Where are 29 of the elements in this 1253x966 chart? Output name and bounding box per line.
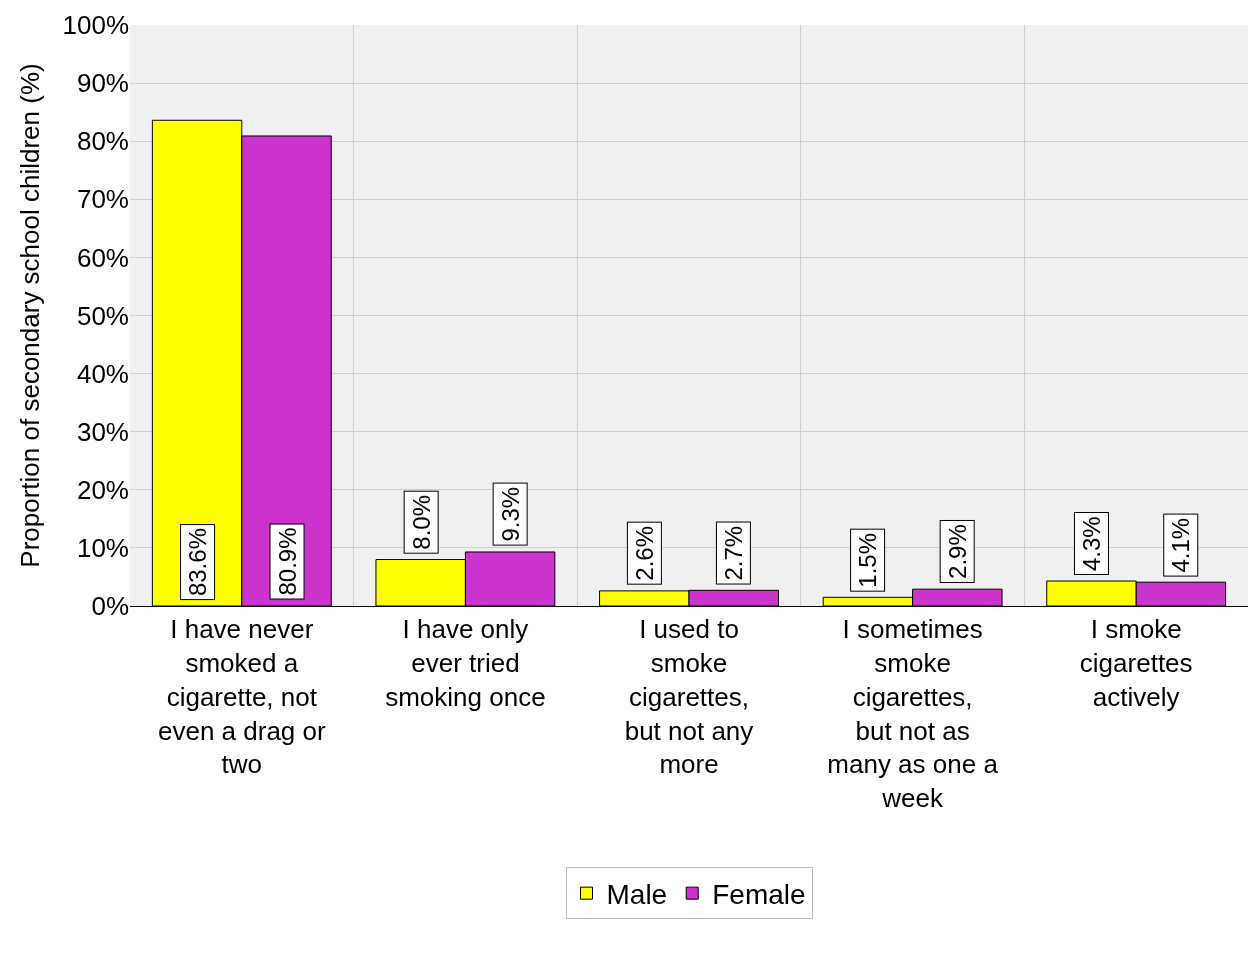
y-tick-label: 10%	[76, 533, 129, 563]
y-tick-label: 80%	[76, 126, 129, 157]
y-tick-label: 50%	[76, 300, 129, 331]
data-label: 2.6%	[630, 525, 658, 581]
y-tick-label: 60%	[76, 242, 129, 273]
legend-label: Male	[606, 879, 668, 911]
y-tick-label: 0%	[91, 591, 129, 622]
x-tick-label: I smoke cigarettes actively	[1079, 614, 1193, 712]
y-axis-title: Proportion of secondary school children (%)	[14, 63, 45, 568]
y-tick-label: 30%	[76, 416, 129, 447]
y-tick-label: 40%	[76, 358, 129, 389]
data-label: 1.5%	[854, 532, 882, 588]
y-tick-label: 20%	[76, 474, 129, 505]
data-label: 4.1%	[1167, 517, 1195, 573]
data-label: 2.9%	[943, 524, 971, 579]
data-label: 80.9%	[273, 527, 301, 596]
y-tick-label: 90%	[76, 68, 129, 99]
x-tick-label: I used to smoke cigarettes, but not any more	[624, 614, 754, 780]
data-label: 8.0%	[407, 495, 435, 550]
x-tick-label: I sometimes smoke cigarettes, but not as many as one a week	[827, 614, 999, 814]
x-tick-label: I have only ever tried smoking once	[385, 614, 546, 712]
y-tick-label: 70%	[76, 184, 129, 215]
data-label: 2.7%	[719, 525, 747, 581]
x-tick-label: I have never smoked a cigarette, not even a drag or two	[157, 614, 326, 780]
data-label: 4.3%	[1077, 516, 1105, 571]
data-label: 9.3%	[496, 486, 524, 542]
legend-label: Female	[712, 879, 806, 911]
data-label: 83.6%	[184, 528, 212, 597]
y-tick-label: 100%	[62, 10, 129, 41]
